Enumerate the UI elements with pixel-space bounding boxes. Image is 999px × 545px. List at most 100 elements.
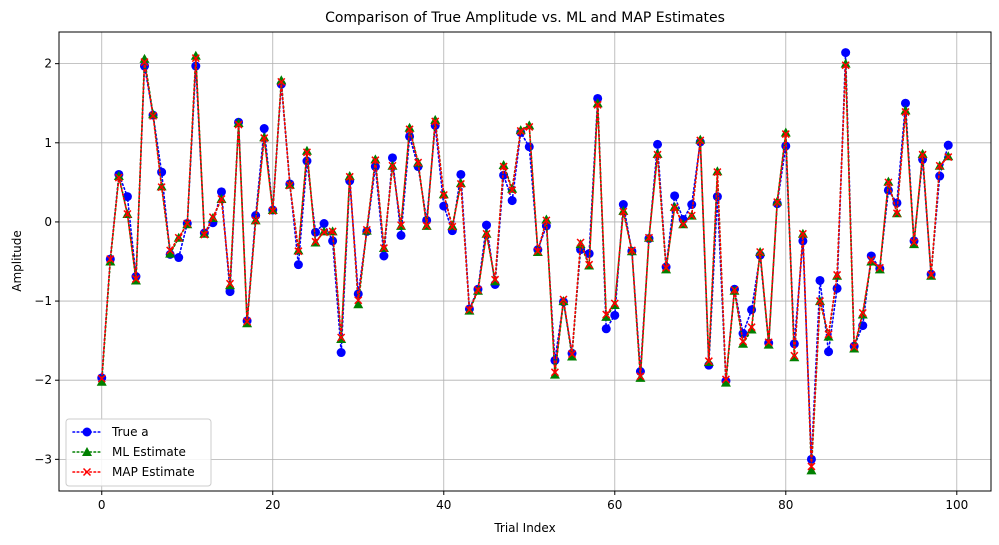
data-point-map-estimate (901, 107, 910, 116)
data-point-map-estimate (379, 244, 388, 253)
legend-label: MAP Estimate (112, 465, 195, 479)
data-point-true-a (507, 196, 517, 206)
data-point-map-estimate (627, 246, 636, 255)
data-point-true-a (712, 192, 722, 202)
data-point-map-estimate (892, 209, 901, 218)
data-point-map-estimate (405, 125, 414, 134)
data-point-map-estimate (499, 162, 508, 171)
data-point-map-estimate (123, 209, 132, 219)
y-tick-label: −2 (34, 373, 52, 387)
data-point-ml-estimate (917, 148, 928, 158)
legend-marker (82, 467, 92, 477)
data-point-map-estimate (662, 263, 671, 272)
data-point-ml-estimate (618, 205, 629, 215)
legend-label: ML Estimate (112, 445, 186, 459)
data-point-map-estimate (781, 130, 790, 139)
data-point-ml-estimate (404, 122, 415, 132)
data-point-true-a (935, 171, 945, 181)
data-point-map-estimate (918, 150, 927, 159)
data-point-ml-estimate (353, 299, 364, 309)
data-point-ml-estimate (336, 334, 347, 344)
data-point-ml-estimate (165, 248, 176, 258)
data-point-map-estimate (585, 260, 594, 269)
data-point-map-estimate (285, 181, 294, 190)
data-point-ml-estimate (233, 118, 244, 128)
data-point-map-estimate (636, 372, 645, 381)
data-point-map-estimate (208, 213, 217, 222)
series-line-map-estimate (101, 58, 950, 467)
data-point-map-estimate (670, 203, 679, 212)
data-point-map-estimate (448, 222, 457, 231)
data-point-map-estimate (833, 270, 842, 279)
data-point-ml-estimate (430, 114, 441, 124)
data-point-ml-estimate (225, 280, 236, 290)
data-point-ml-estimate (498, 159, 509, 169)
data-point-true-a (225, 287, 235, 297)
data-point-map-estimate (858, 308, 867, 317)
data-point-true-a (157, 167, 167, 177)
data-point-ml-estimate (592, 98, 603, 108)
data-point-map-estimate (610, 299, 619, 308)
data-point-map-estimate (602, 310, 611, 319)
data-point-map-estimate (619, 207, 628, 216)
data-point-true-a (524, 142, 534, 152)
data-point-true-a (943, 140, 953, 150)
data-point-true-a (841, 48, 851, 58)
data-point-ml-estimate (190, 50, 201, 60)
data-point-map-estimate (345, 172, 354, 181)
data-point-true-a (670, 191, 680, 201)
data-point-map-estimate (696, 136, 705, 145)
data-point-ml-estimate (113, 171, 124, 181)
data-point-ml-estimate (695, 134, 706, 144)
data-point-map-estimate (320, 228, 329, 237)
data-point-ml-estimate (319, 226, 330, 236)
data-point-map-estimate (644, 233, 654, 242)
data-point-ml-estimate (370, 154, 381, 164)
data-point-map-estimate (140, 58, 149, 67)
data-point-true-a (293, 260, 303, 270)
data-point-map-estimate (713, 168, 722, 177)
data-point-ml-estimate (301, 145, 312, 155)
data-point-map-estimate (721, 375, 730, 384)
data-point-map-estimate (790, 351, 799, 360)
data-point-map-estimate (559, 295, 568, 304)
data-point-map-estimate (251, 216, 260, 225)
data-point-ml-estimate (455, 178, 466, 188)
data-point-map-estimate (944, 153, 953, 162)
data-point-true-a (336, 348, 346, 358)
data-point-map-estimate (131, 274, 140, 283)
data-point-ml-estimate (780, 127, 791, 137)
y-tick-label: 0 (44, 215, 52, 229)
x-tick-label: 80 (778, 498, 793, 512)
y-tick-label: −1 (34, 294, 52, 308)
data-point-map-estimate (174, 233, 183, 242)
data-point-map-estimate (396, 221, 406, 230)
chart-title: Comparison of True Amplitude vs. ML and … (325, 10, 725, 26)
data-point-map-estimate (807, 462, 816, 471)
data-point-map-estimate (550, 368, 559, 377)
y-tick-label: 2 (44, 57, 52, 71)
data-point-true-a (216, 187, 226, 197)
data-point-map-estimate (294, 247, 303, 256)
data-point-ml-estimate (259, 132, 270, 142)
data-point-ml-estimate (883, 176, 894, 186)
data-point-true-a (396, 230, 406, 240)
data-point-ml-estimate (139, 53, 150, 63)
data-point-true-a (482, 220, 492, 230)
legend-label: True a (111, 425, 149, 439)
data-point-true-a (311, 227, 321, 237)
data-point-true-a (653, 139, 663, 149)
data-point-ml-estimate (284, 179, 295, 189)
data-point-map-estimate (354, 296, 363, 305)
data-point-map-estimate (473, 285, 483, 295)
data-point-map-estimate (764, 338, 773, 347)
series-line-true-a (101, 52, 950, 460)
data-point-true-a (379, 251, 389, 261)
data-point-map-estimate (234, 120, 243, 129)
data-point-ml-estimate (738, 338, 749, 348)
data-point-map-estimate (114, 173, 123, 182)
data-point-ml-estimate (720, 377, 731, 387)
data-point-map-estimate (798, 229, 807, 238)
data-point-ml-estimate (823, 331, 834, 341)
data-point-map-estimate (465, 305, 474, 314)
